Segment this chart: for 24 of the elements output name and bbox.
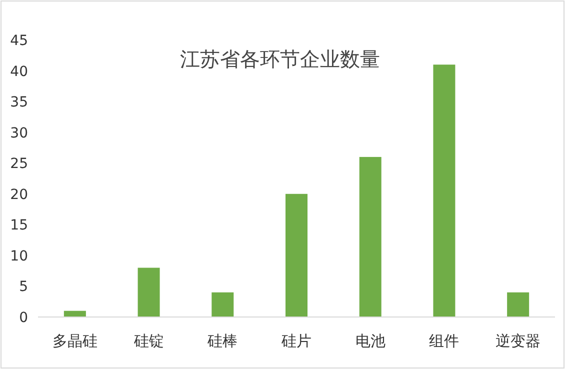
x-tick-label: 硅棒 xyxy=(206,332,238,350)
y-tick-label: 30 xyxy=(10,125,28,142)
x-tick-label: 电池 xyxy=(355,332,386,350)
bar xyxy=(286,194,308,317)
x-tick-label: 多晶硅 xyxy=(52,332,98,350)
y-tick-label: 45 xyxy=(10,33,28,49)
bar xyxy=(433,64,456,317)
y-tick-label: 20 xyxy=(10,186,28,203)
x-tick-label: 组件 xyxy=(429,332,460,350)
y-tick-label: 40 xyxy=(10,64,28,80)
x-tick-label: 硅片 xyxy=(280,332,312,350)
bar xyxy=(138,268,160,317)
x-tick-label: 逆变器 xyxy=(496,332,541,350)
bar xyxy=(507,292,530,317)
y-tick-label: 25 xyxy=(10,156,28,172)
bar xyxy=(359,156,382,317)
y-tick-label: 0 xyxy=(19,310,28,326)
chart-title: 江苏省各环节企业数量 xyxy=(180,47,380,71)
y-tick-label: 10 xyxy=(10,248,28,264)
y-tick-label: 5 xyxy=(19,279,28,296)
x-tick-label: 硅锭 xyxy=(132,332,164,350)
bar xyxy=(212,292,234,317)
y-tick-label: 15 xyxy=(10,218,28,234)
y-tick-label: 35 xyxy=(10,94,28,111)
